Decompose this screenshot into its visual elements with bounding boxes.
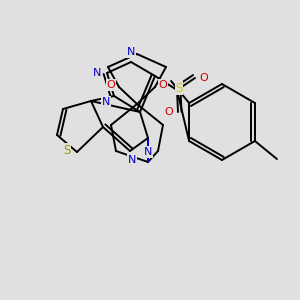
Text: N: N xyxy=(93,68,101,78)
Text: N: N xyxy=(144,147,152,157)
Text: N: N xyxy=(128,155,136,165)
Text: O: O xyxy=(106,80,116,90)
Text: O: O xyxy=(159,80,167,90)
Text: O: O xyxy=(200,73,208,83)
Text: N: N xyxy=(127,47,135,57)
Text: O: O xyxy=(165,107,173,117)
Text: S: S xyxy=(63,143,71,157)
Text: S: S xyxy=(175,82,183,94)
Text: N: N xyxy=(102,97,110,107)
